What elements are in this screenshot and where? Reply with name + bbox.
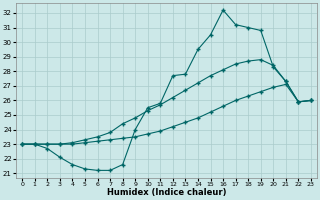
X-axis label: Humidex (Indice chaleur): Humidex (Indice chaleur)	[107, 188, 226, 197]
